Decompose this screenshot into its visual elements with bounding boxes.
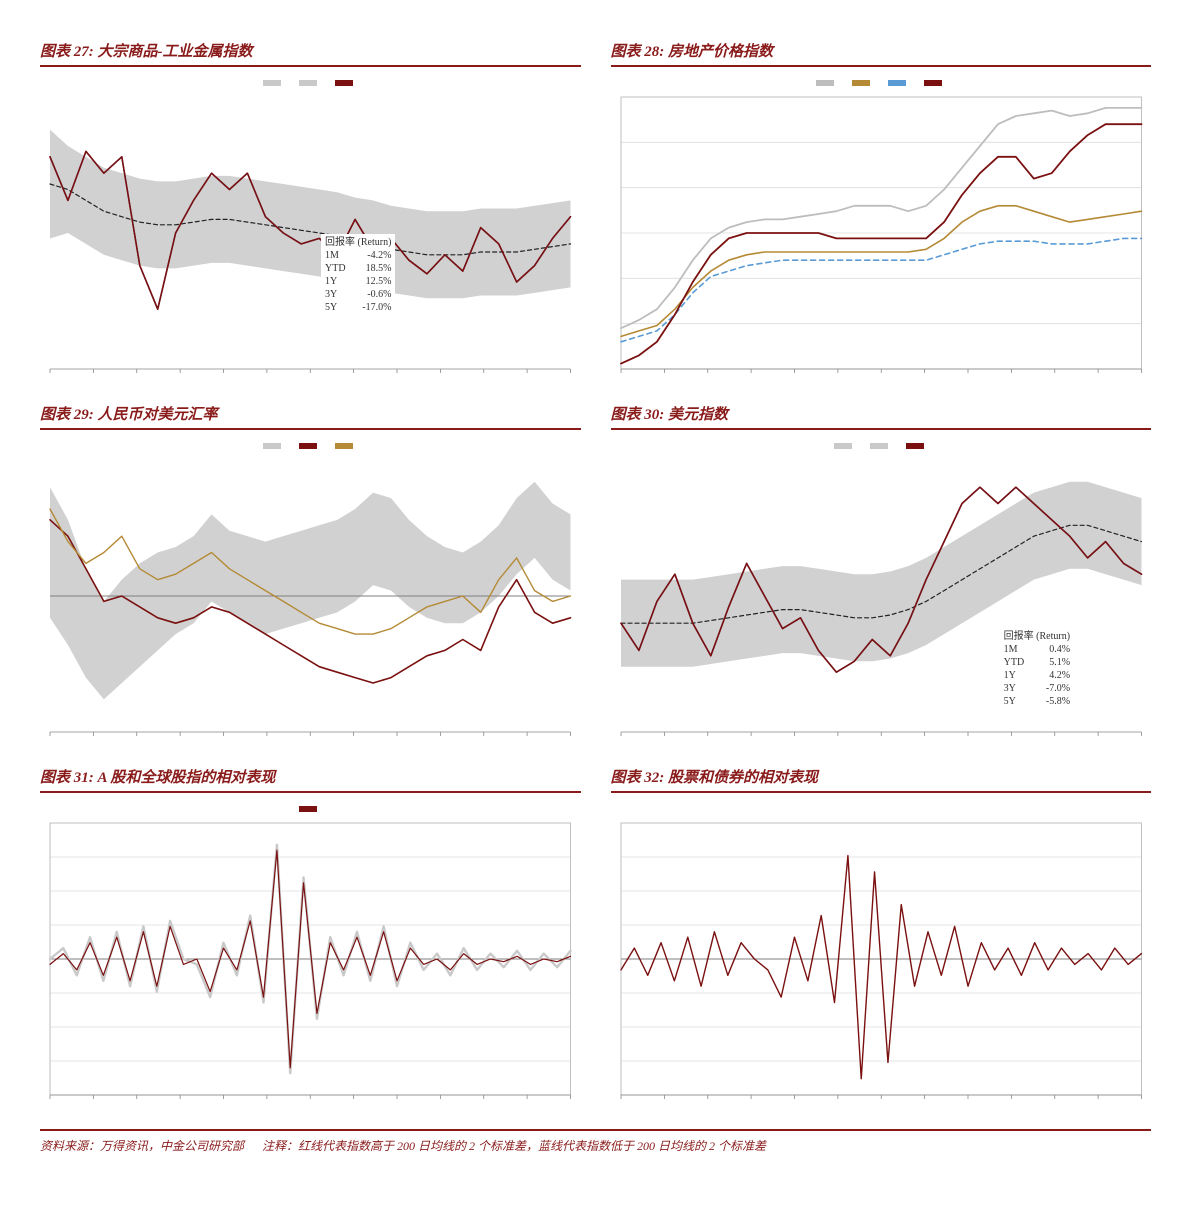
- return-key: 1Y: [325, 275, 337, 288]
- return-row: YTD 5.1%: [1004, 656, 1070, 669]
- return-key: 1M: [1004, 643, 1018, 656]
- legend-swatch: [816, 80, 834, 86]
- return-value: -7.0%: [1046, 682, 1070, 695]
- chart-legend: [816, 77, 946, 88]
- legend-item: [870, 440, 892, 451]
- legend-swatch: [870, 443, 888, 449]
- chart-canvas: [611, 73, 1152, 383]
- return-row: 3Y -7.0%: [1004, 682, 1070, 695]
- footer-source: 资料来源：万得资讯，中金公司研究部: [40, 1139, 244, 1153]
- return-row: 1M -4.2%: [325, 249, 391, 262]
- legend-item: [888, 77, 910, 88]
- return-box: 回报率 (Return)1M -4.2% YTD 18.5% 1Y 12.5% 3Y -0.6…: [321, 234, 395, 316]
- return-key: 1Y: [1004, 669, 1016, 682]
- chart-panel: 图表 29: 人民币对美元汇率: [40, 403, 581, 746]
- legend-item: [299, 440, 321, 451]
- return-key: 3Y: [1004, 682, 1016, 695]
- footer-note: 注释：红线代表指数高于 200 日均线的 2 个标准差，蓝线代表指数低于 200…: [262, 1139, 766, 1153]
- return-value: -5.8%: [1046, 695, 1070, 708]
- return-value: 0.4%: [1049, 643, 1070, 656]
- chart-canvas: [40, 436, 581, 746]
- legend-item: [299, 803, 321, 814]
- legend-item: [263, 440, 285, 451]
- legend-item: [335, 77, 357, 88]
- chart-title: 图表 27: 大宗商品-工业金属指数: [40, 40, 581, 67]
- footer: 资料来源：万得资讯，中金公司研究部 注释：红线代表指数高于 200 日均线的 2…: [40, 1129, 1151, 1154]
- chart-title: 图表 28: 房地产价格指数: [611, 40, 1152, 67]
- return-value: 5.1%: [1049, 656, 1070, 669]
- legend-swatch: [852, 80, 870, 86]
- legend-swatch: [299, 80, 317, 86]
- return-value: -17.0%: [362, 301, 391, 314]
- chart-canvas: 回报率 (Return)1M0.4%YTD5.1%1Y4.2%3Y-7.0%5Y…: [611, 436, 1152, 746]
- return-key: 3Y: [325, 288, 337, 301]
- legend-item: [924, 77, 946, 88]
- legend-swatch: [888, 80, 906, 86]
- chart-panel: 图表 27: 大宗商品-工业金属指数回报率 (Return)1M-4.2%YTD…: [40, 40, 581, 383]
- return-row: 5Y -5.8%: [1004, 695, 1070, 708]
- legend-swatch: [299, 806, 317, 812]
- chart-panel: 图表 28: 房地产价格指数: [611, 40, 1152, 383]
- return-value: -4.2%: [367, 249, 391, 262]
- legend-item: [852, 77, 874, 88]
- return-key: 5Y: [1004, 695, 1016, 708]
- chart-legend: [834, 440, 928, 451]
- return-row: 1Y 12.5%: [325, 275, 391, 288]
- legend-swatch: [834, 443, 852, 449]
- chart-legend: [299, 803, 321, 814]
- return-value: 12.5%: [366, 275, 392, 288]
- return-row: 1Y 4.2%: [1004, 669, 1070, 682]
- legend-item: [263, 77, 285, 88]
- return-row: 5Y -17.0%: [325, 301, 391, 314]
- return-row: YTD 18.5%: [325, 262, 391, 275]
- chart-title: 图表 29: 人民币对美元汇率: [40, 403, 581, 430]
- return-key: 5Y: [325, 301, 337, 314]
- chart-canvas: [611, 799, 1152, 1109]
- return-key: 1M: [325, 249, 339, 262]
- chart-title: 图表 32: 股票和债券的相对表现: [611, 766, 1152, 793]
- legend-item: [906, 440, 928, 451]
- legend-swatch: [924, 80, 942, 86]
- chart-legend: [263, 440, 357, 451]
- legend-swatch: [299, 443, 317, 449]
- return-box: 回报率 (Return)1M0.4%YTD5.1%1Y4.2%3Y-7.0%5Y…: [1000, 628, 1074, 710]
- chart-title: 图表 31: A 股和全球股指的相对表现: [40, 766, 581, 793]
- legend-swatch: [263, 80, 281, 86]
- return-key: YTD: [1004, 656, 1025, 669]
- legend-swatch: [335, 80, 353, 86]
- return-value: -0.6%: [367, 288, 391, 301]
- return-row: 1M 0.4%: [1004, 643, 1070, 656]
- return-key: YTD: [325, 262, 346, 275]
- legend-item: [816, 77, 838, 88]
- chart-grid: 图表 27: 大宗商品-工业金属指数回报率 (Return)1M-4.2%YTD…: [40, 40, 1151, 1109]
- chart-title: 图表 30: 美元指数: [611, 403, 1152, 430]
- return-row: 3Y -0.6%: [325, 288, 391, 301]
- chart-panel: 图表 30: 美元指数回报率 (Return)1M 0.4% YTD 5.1% 1Y 4.…: [611, 403, 1152, 746]
- legend-item: [335, 440, 357, 451]
- chart-panel: 图表 31: A 股和全球股指的相对表现: [40, 766, 581, 1109]
- chart-panel: 图表 32: 股票和债券的相对表现: [611, 766, 1152, 1109]
- chart-legend: [263, 77, 357, 88]
- chart-canvas: 回报率 (Return)1M -4.2% YTD 18.5% 1Y 12.5% 3Y -0.6…: [40, 73, 581, 383]
- return-value: 4.2%: [1049, 669, 1070, 682]
- legend-swatch: [263, 443, 281, 449]
- return-value: 18.5%: [366, 262, 392, 275]
- legend-swatch: [335, 443, 353, 449]
- return-header: 回报率 (Return): [325, 236, 391, 249]
- legend-swatch: [906, 443, 924, 449]
- legend-item: [834, 440, 856, 451]
- return-header: 回报率 (Return): [1004, 630, 1070, 643]
- chart-canvas: [40, 799, 581, 1109]
- legend-item: [299, 77, 321, 88]
